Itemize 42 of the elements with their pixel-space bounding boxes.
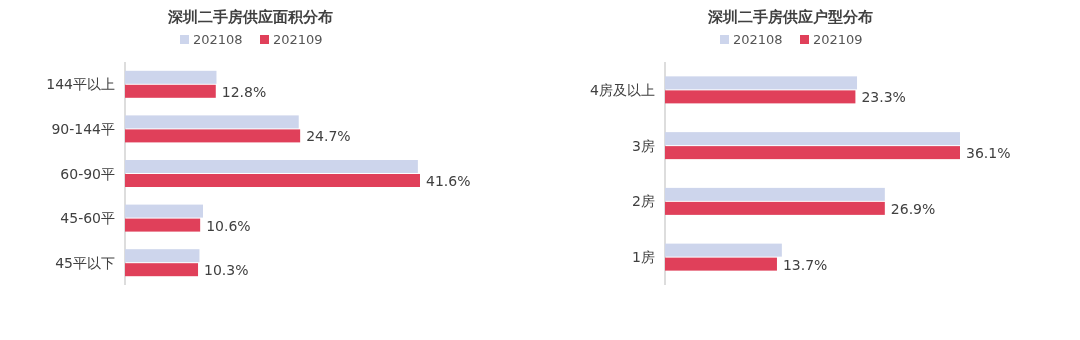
bar	[125, 70, 217, 84]
bar	[665, 201, 885, 215]
data-label: 10.6%	[206, 217, 251, 234]
legend-label: 202109	[813, 32, 863, 47]
y-tick-label: 90-144平	[51, 120, 115, 137]
bar	[125, 160, 418, 173]
y-tick-label: 60-90平	[60, 165, 115, 182]
legend-label: 202109	[273, 32, 323, 47]
bar	[125, 204, 203, 218]
chart-title: 深圳二手房供应面积分布	[166, 8, 333, 26]
data-label: 26.9%	[890, 200, 936, 217]
y-tick-label: 1房	[632, 249, 655, 266]
bar	[665, 187, 885, 201]
data-label: 10.3%	[204, 262, 249, 279]
y-tick-label: 45-60平	[60, 210, 115, 227]
y-tick-label: 4房及以上	[590, 81, 655, 98]
bar	[665, 76, 858, 90]
bar	[665, 90, 856, 104]
data-label: 12.8%	[221, 83, 267, 100]
bar	[665, 257, 777, 271]
bar	[125, 218, 201, 232]
y-tick-label: 3房	[632, 137, 655, 154]
bar	[125, 249, 200, 263]
bar	[665, 243, 782, 257]
y-tick-label: 144平以上	[46, 76, 115, 93]
legend-label: 202108	[193, 32, 243, 47]
data-label: 13.7%	[782, 256, 828, 273]
data-label: 41.6%	[426, 173, 471, 189]
bar	[125, 263, 199, 277]
legend-label: 202108	[733, 32, 783, 47]
chart-title: 深圳二手房供应户型分布	[706, 8, 873, 26]
bar	[665, 132, 960, 146]
data-label: 23.3%	[861, 89, 906, 106]
bar	[125, 115, 299, 129]
y-tick-label: 2房	[632, 193, 655, 210]
bar	[125, 129, 301, 143]
bar	[665, 146, 960, 160]
y-tick-label: 45平以下	[55, 254, 115, 271]
bar	[125, 84, 216, 98]
data-label: 24.7%	[306, 128, 351, 145]
bar	[125, 174, 420, 187]
data-label: 36.1%	[966, 145, 1011, 162]
